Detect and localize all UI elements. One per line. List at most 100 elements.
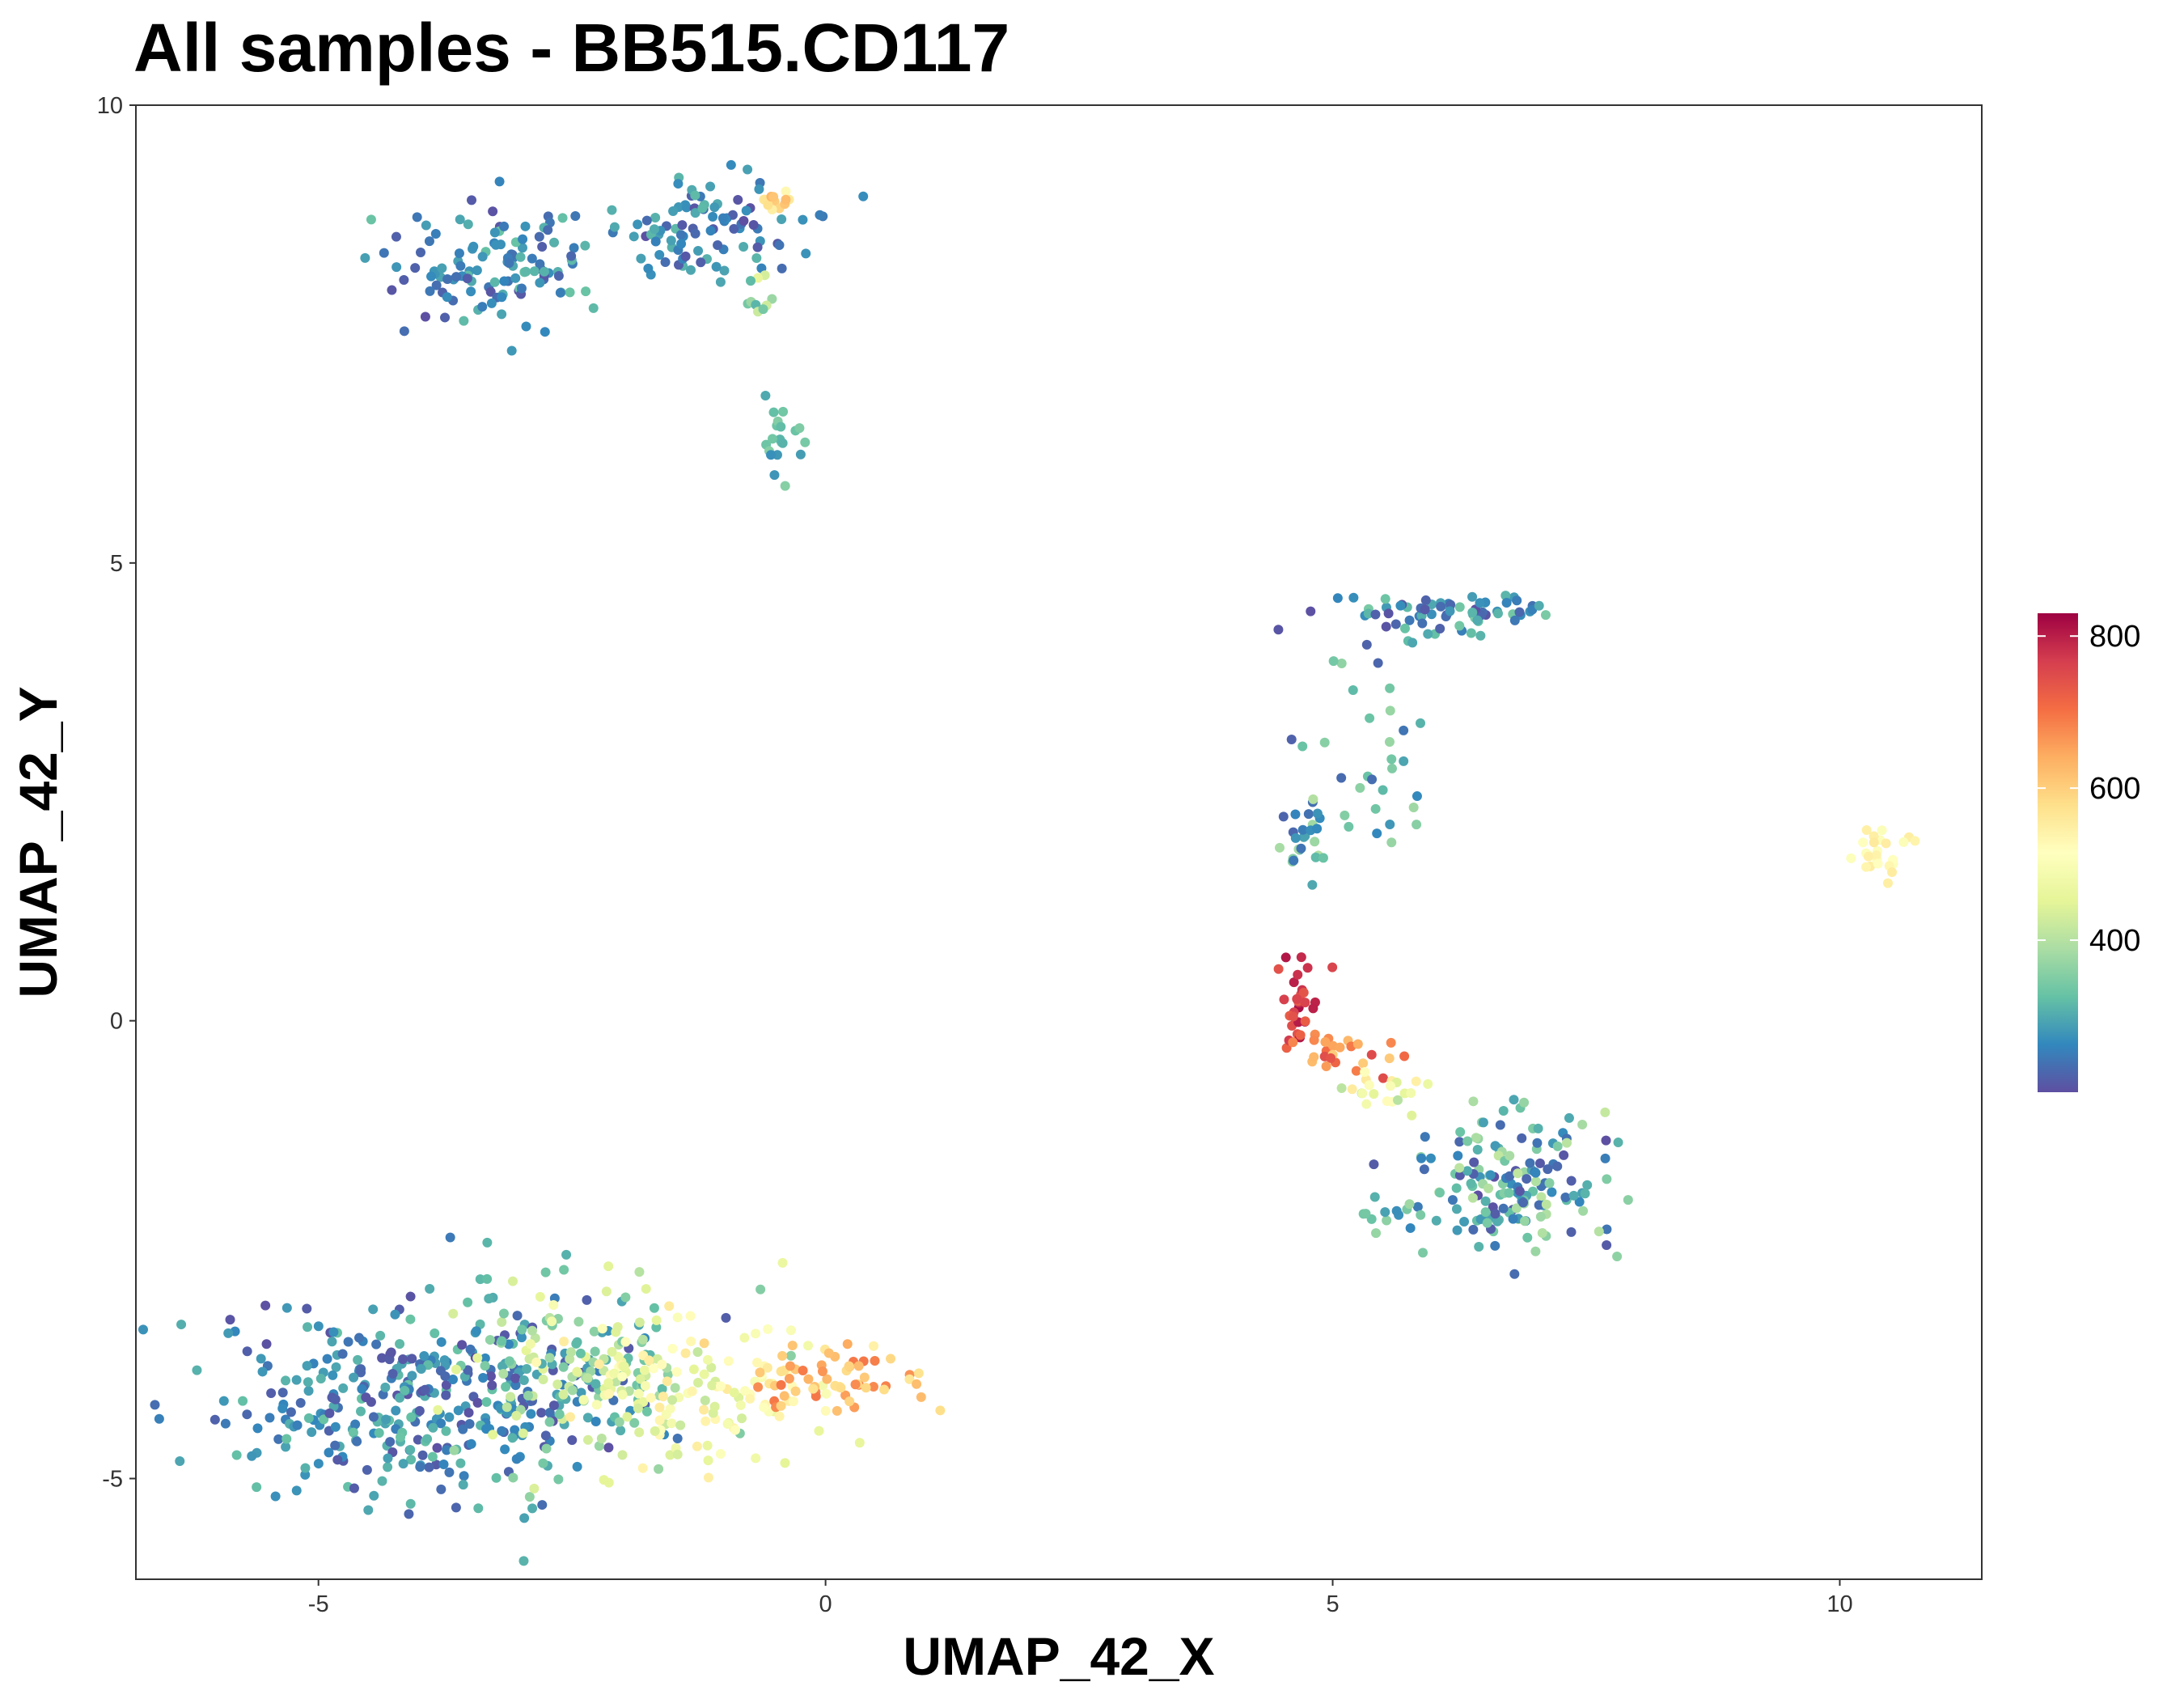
scatter-point	[1511, 1203, 1522, 1214]
scatter-point	[349, 1372, 359, 1383]
scatter-point	[634, 1427, 645, 1438]
scatter-point	[672, 1312, 683, 1323]
scatter-point	[787, 1341, 798, 1351]
scatter-point	[1302, 963, 1313, 973]
scatter-point	[616, 1426, 626, 1436]
scatter-point	[1467, 608, 1478, 618]
scatter-point	[1612, 1252, 1623, 1262]
scatter-point	[415, 248, 425, 258]
scatter-point	[454, 248, 464, 259]
scatter-point	[482, 1237, 493, 1248]
scatter-point	[419, 1351, 430, 1362]
scatter-point	[1318, 853, 1328, 863]
scatter-point	[1423, 629, 1433, 639]
scatter-point	[369, 1490, 379, 1501]
scatter-point	[485, 286, 496, 297]
scatter-point	[662, 1376, 672, 1387]
scatter-point	[1278, 811, 1289, 822]
scatter-point	[603, 1477, 614, 1488]
scatter-point	[559, 1337, 569, 1347]
y-tick-label: 0	[110, 1009, 123, 1035]
scatter-point	[776, 1379, 786, 1390]
scatter-point	[1559, 1150, 1569, 1160]
scatter-point	[511, 1454, 522, 1464]
scatter-point	[1298, 832, 1309, 842]
scatter-point	[516, 1333, 527, 1343]
scatter-point	[1522, 1174, 1532, 1184]
scatter-point	[480, 1361, 490, 1371]
scatter-point	[399, 275, 409, 286]
scatter-point	[1369, 1192, 1380, 1202]
scatter-point	[1871, 850, 1881, 861]
scatter-point	[1286, 734, 1297, 744]
scatter-point	[870, 1356, 880, 1366]
scatter-point	[510, 1373, 521, 1383]
scatter-point	[762, 1362, 772, 1373]
scatter-point	[526, 1409, 536, 1419]
scatter-point	[832, 1405, 842, 1416]
scatter-point	[1383, 608, 1394, 619]
scatter-point	[1561, 1138, 1572, 1148]
scatter-point	[1623, 1195, 1633, 1205]
scatter-point	[665, 1450, 675, 1460]
scatter-point	[406, 1455, 417, 1465]
scatter-point	[371, 1339, 382, 1349]
scatter-point	[260, 1300, 271, 1311]
scatter-point	[210, 1414, 220, 1425]
scatter-point	[447, 1375, 458, 1385]
scatter-point	[464, 1419, 475, 1430]
scatter-point	[743, 164, 753, 175]
scatter-point	[1451, 1183, 1462, 1193]
scatter-point	[590, 1416, 601, 1426]
scatter-point	[377, 1353, 387, 1363]
scatter-point	[1289, 855, 1299, 866]
scatter-point	[713, 239, 723, 250]
scatter-point	[1273, 964, 1284, 974]
scatter-point	[752, 1358, 763, 1368]
scatter-point	[459, 316, 469, 326]
scatter-point	[1300, 998, 1310, 1008]
chart-title: All samples - BB515.CD117	[133, 10, 1009, 86]
scatter-point	[654, 1402, 665, 1413]
scatter-point	[472, 1397, 483, 1408]
scatter-point	[491, 1472, 502, 1483]
scatter-point	[510, 1425, 520, 1435]
scatter-point	[1513, 1168, 1523, 1179]
scatter-point	[697, 203, 708, 214]
scatter-point	[291, 1485, 302, 1496]
scatter-point	[1495, 1120, 1505, 1130]
scatter-point	[614, 1417, 624, 1427]
scatter-point	[1393, 1095, 1403, 1105]
scatter-point	[1468, 1096, 1479, 1107]
scatter-point	[1279, 994, 1289, 1005]
scatter-point	[596, 1433, 607, 1443]
scatter-point	[935, 1405, 946, 1416]
scatter-point	[501, 1382, 511, 1392]
scatter-point	[800, 437, 811, 447]
scatter-point	[635, 1374, 645, 1384]
scatter-point	[433, 1405, 443, 1415]
scatter-point	[427, 1451, 438, 1462]
scatter-point	[1509, 615, 1520, 625]
scatter-point	[1468, 1224, 1479, 1235]
scatter-point	[225, 1315, 235, 1325]
scatter-point	[535, 259, 545, 269]
scatter-point	[511, 1410, 522, 1421]
scatter-point	[1395, 600, 1406, 611]
scatter-point	[338, 1383, 349, 1393]
scatter-point	[641, 1406, 652, 1417]
scatter-point	[425, 1283, 435, 1294]
scatter-point	[1386, 1037, 1396, 1048]
scatter-point	[1540, 610, 1551, 621]
scatter-point	[400, 1385, 410, 1396]
scatter-point	[597, 1324, 607, 1334]
scatter-point	[1369, 1089, 1379, 1099]
scatter-point	[705, 226, 716, 236]
scatter-point	[589, 1326, 599, 1337]
scatter-point	[417, 1450, 428, 1460]
scatter-point	[1475, 630, 1486, 641]
scatter-point	[529, 266, 540, 277]
scatter-point	[1478, 1117, 1488, 1128]
scatter-point	[1351, 1066, 1361, 1076]
scatter-point	[675, 230, 686, 240]
